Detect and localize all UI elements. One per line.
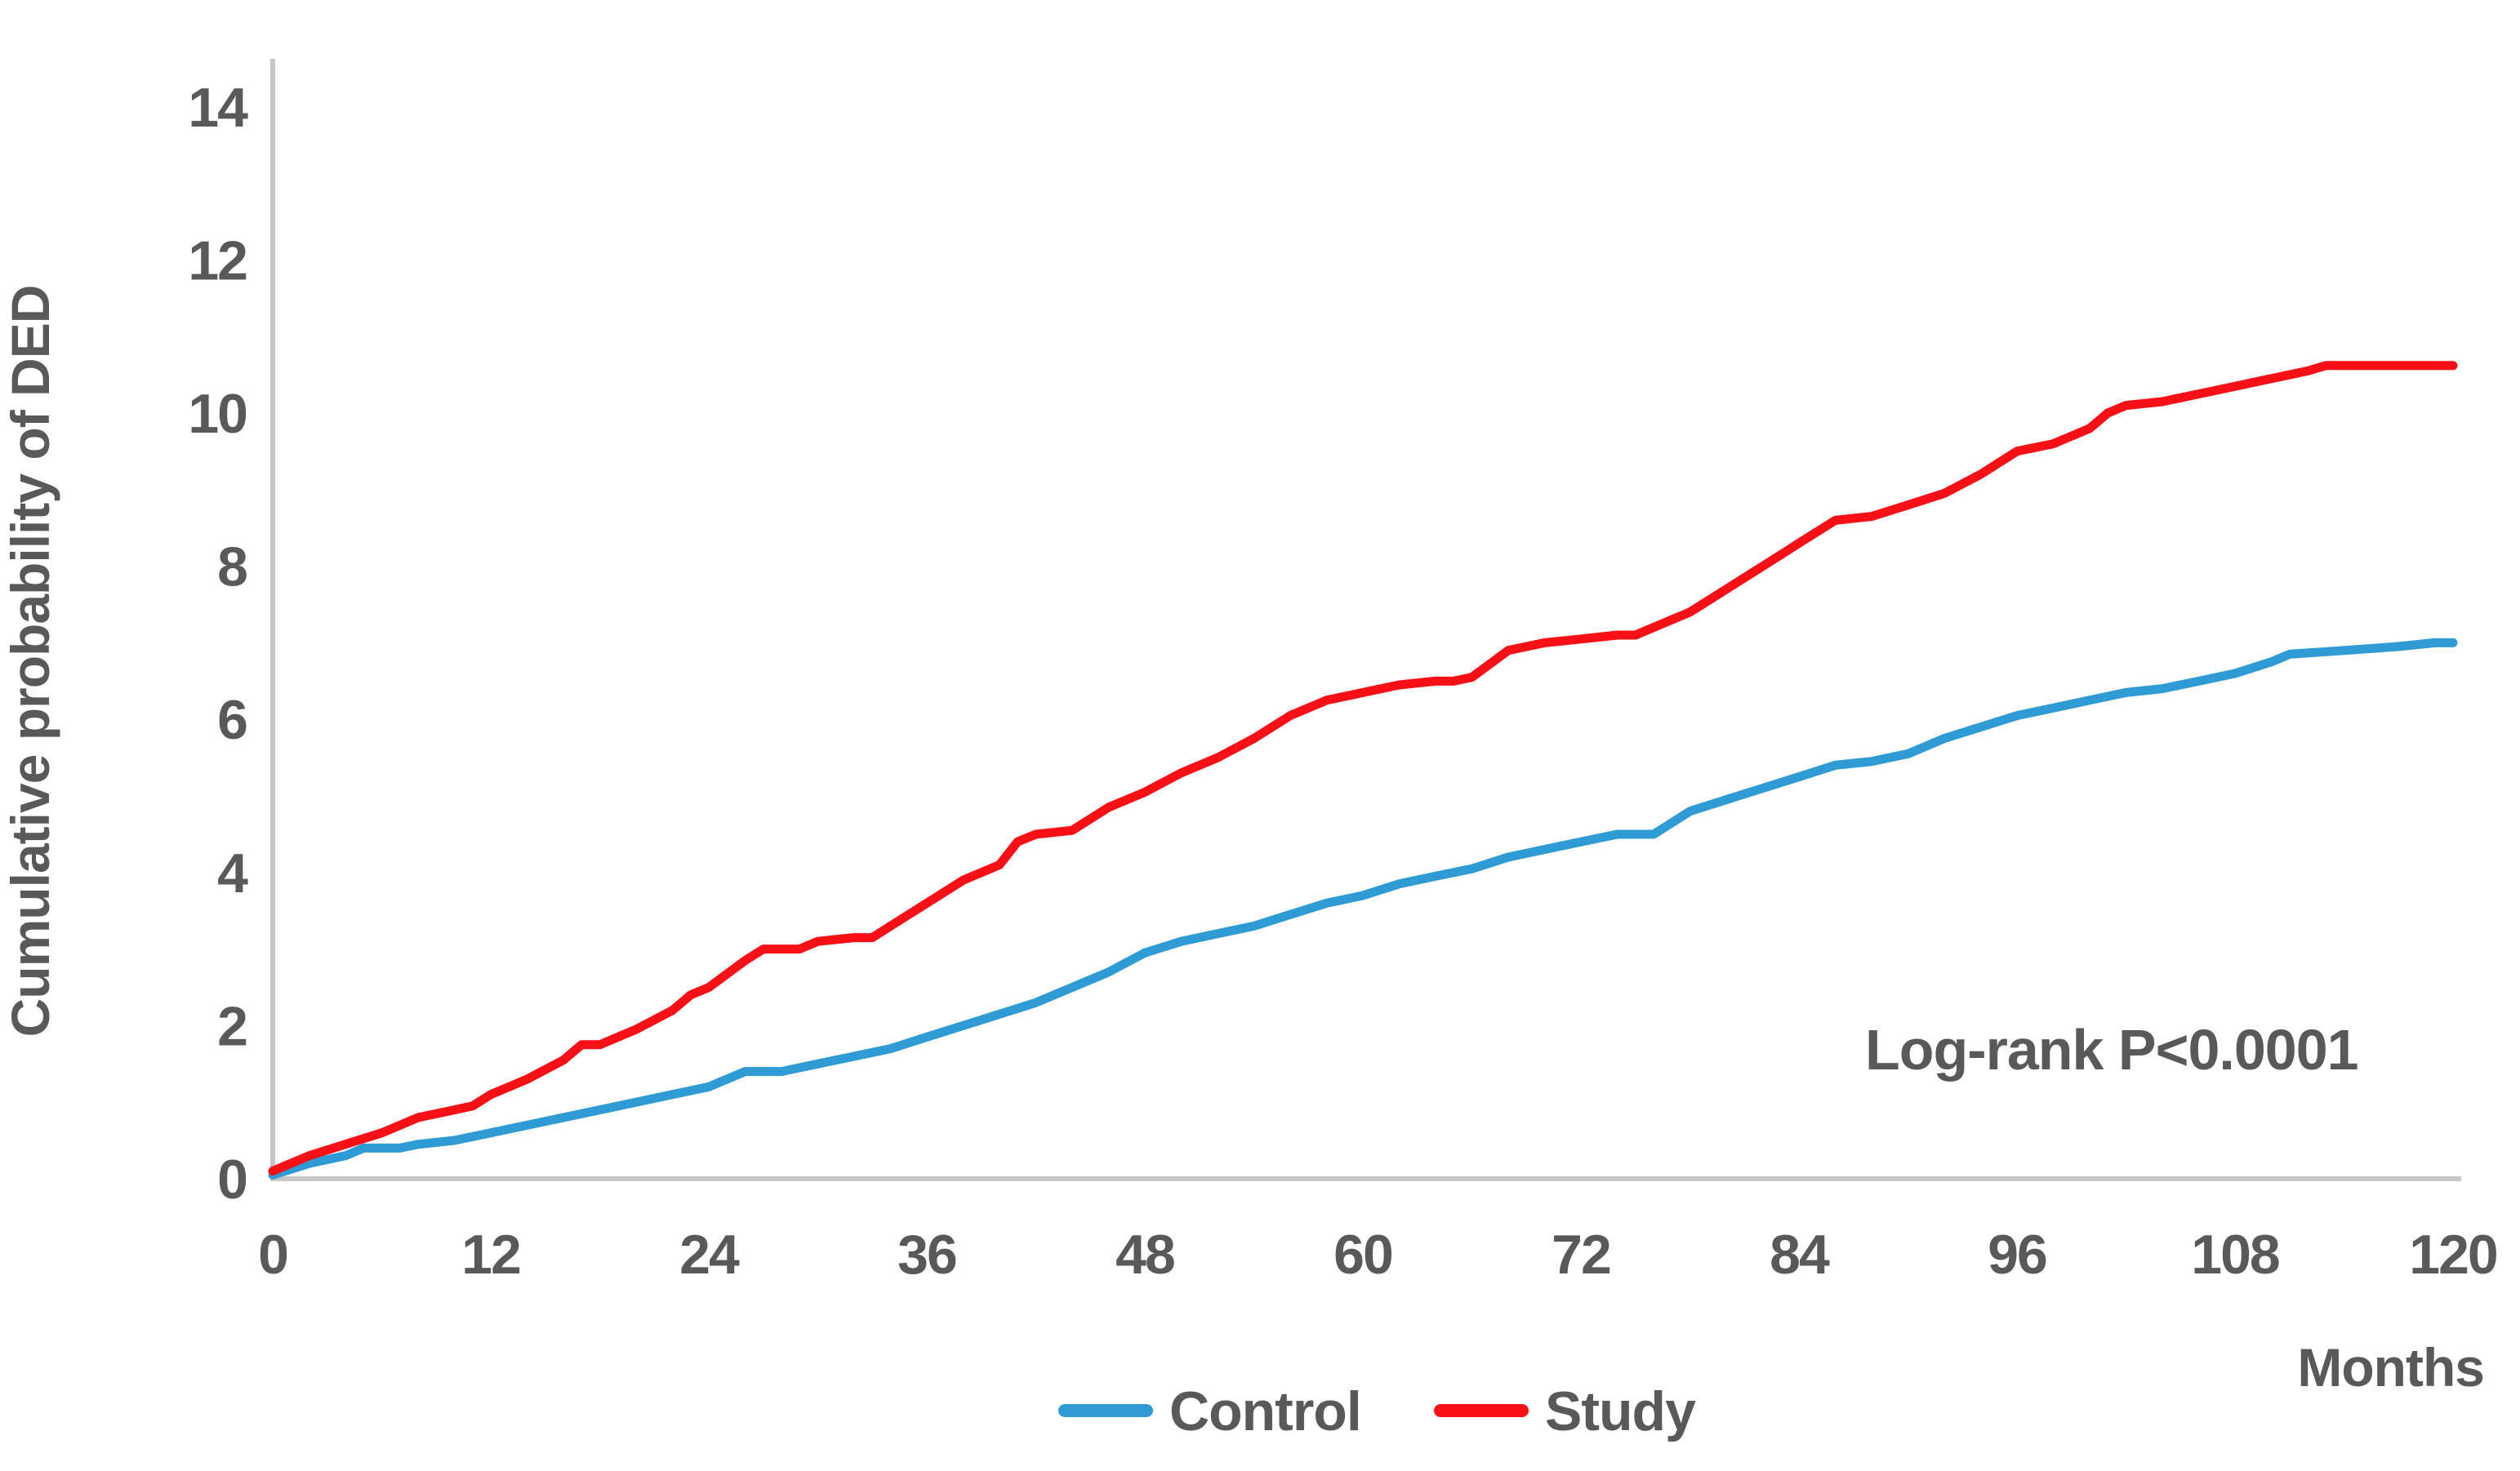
logrank-annotation: Log-rank P<0.0001: [1865, 1018, 2358, 1082]
legend-label-control: Control: [1169, 1380, 1361, 1442]
y-tick-label: 14: [188, 77, 248, 139]
y-tick-label: 12: [188, 229, 247, 291]
x-tick-label: 120: [2409, 1224, 2497, 1286]
x-tick-label: 96: [1988, 1224, 2046, 1286]
x-axis-title: Months: [2297, 1337, 2484, 1398]
x-tick-label: 72: [1552, 1224, 1610, 1286]
x-tick-label: 36: [897, 1224, 956, 1286]
y-tick-label: 2: [217, 995, 247, 1057]
y-axis-title: Cumulative probability of DED: [0, 286, 60, 1038]
x-tick-label: 24: [679, 1224, 740, 1286]
x-tick-label: 60: [1333, 1224, 1392, 1286]
y-tick-label: 6: [217, 689, 247, 751]
x-tick-label: 48: [1115, 1224, 1174, 1286]
series-line-control: [268, 638, 2458, 1180]
y-tick-label: 4: [217, 842, 248, 904]
series-line-study: [268, 361, 2458, 1176]
x-tick-label: 12: [461, 1224, 520, 1286]
y-tick-label: 8: [217, 536, 247, 598]
x-tick-label: 108: [2191, 1224, 2279, 1286]
x-tick-label: 84: [1770, 1224, 1830, 1286]
y-tick-label: 0: [217, 1149, 247, 1211]
x-tick-label: 0: [258, 1224, 287, 1286]
legend-label-study: Study: [1545, 1380, 1696, 1442]
y-tick-label: 10: [188, 383, 247, 445]
